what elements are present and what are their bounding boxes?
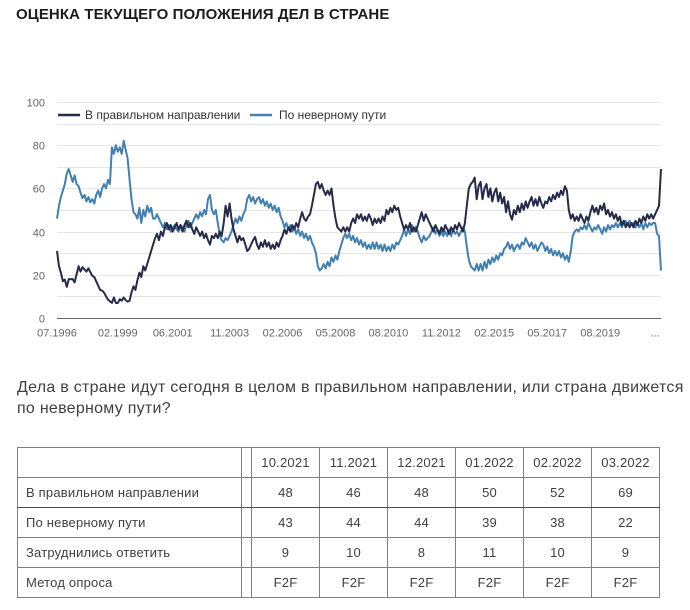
- svg-text:60: 60: [33, 184, 45, 196]
- svg-text:06.2001: 06.2001: [153, 328, 193, 340]
- svg-text:80: 80: [33, 141, 45, 153]
- svg-text:0: 0: [39, 314, 45, 326]
- svg-text:40: 40: [33, 228, 45, 240]
- svg-text:11.2012: 11.2012: [422, 328, 461, 340]
- svg-text:02.2006: 02.2006: [263, 328, 303, 340]
- svg-text:08.2010: 08.2010: [369, 328, 409, 340]
- svg-text:07.1996: 07.1996: [37, 328, 77, 340]
- svg-text:По неверному пути: По неверному пути: [279, 108, 386, 122]
- svg-text:100: 100: [27, 98, 45, 110]
- svg-text:11.2003: 11.2003: [210, 328, 249, 340]
- svg-text:05.2017: 05.2017: [527, 328, 567, 340]
- svg-text:...: ...: [650, 328, 659, 340]
- svg-text:20: 20: [33, 271, 45, 283]
- svg-text:02.2015: 02.2015: [474, 328, 514, 340]
- svg-text:05.2008: 05.2008: [316, 328, 356, 340]
- svg-text:08.2019: 08.2019: [580, 328, 620, 340]
- svg-text:02.1999: 02.1999: [98, 328, 138, 340]
- svg-text:В правильном направлении: В правильном направлении: [85, 108, 240, 122]
